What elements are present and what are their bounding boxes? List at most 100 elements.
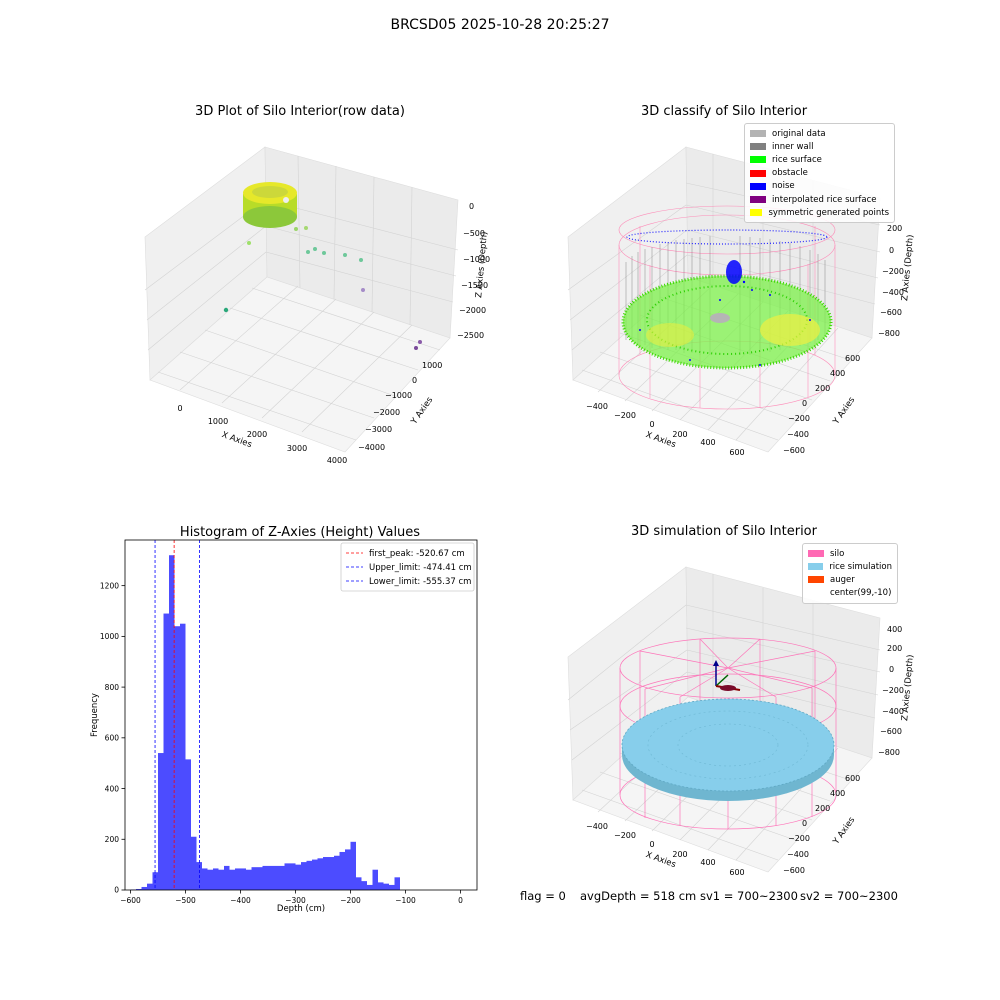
simulation-z-tick: −200	[882, 686, 904, 695]
histogram-x-tick-label: −100	[395, 896, 416, 905]
classify-legend: original data inner wall rice surface ob…	[744, 123, 895, 224]
legend-label: interpolated rice surface	[772, 194, 877, 205]
classify-z-tick: −600	[880, 308, 902, 317]
raw-z-tick: 0	[469, 202, 474, 211]
raw-y-tick: −4000	[358, 443, 385, 452]
raw-y-axis-label: Y Axies	[409, 395, 436, 427]
histogram-bar	[317, 858, 323, 890]
legend-item-rice-surface: rice surface	[750, 153, 889, 166]
legend-label: rice surface	[772, 154, 822, 165]
simulation-x-tick: −200	[614, 831, 636, 840]
histogram-legend: first_peak: -520.67 cm Upper_limit: -474.…	[340, 542, 475, 592]
raw-axes-panes	[144, 146, 459, 453]
histogram-legend-label: Upper_limit: -474.41 cm	[369, 563, 472, 573]
classify-z-axis-label: Z Axies (Depth)	[900, 234, 916, 301]
classify-z-tick: −400	[882, 288, 904, 297]
histogram-bar	[147, 883, 153, 890]
raw-x-tick: 1000	[208, 417, 228, 426]
raw-gridlines	[144, 155, 459, 441]
histogram-bar	[262, 865, 268, 890]
histogram-bar	[350, 841, 356, 890]
classify-y-axis-label: Y Axies	[831, 395, 858, 427]
simulation-z-tick: −400	[882, 707, 904, 716]
histogram-bar	[323, 857, 329, 890]
histogram-bar	[312, 859, 318, 890]
figure-suptitle: BRCSD05 2025-10-28 20:25:27	[390, 17, 610, 33]
footer-flag: flag = 0	[520, 889, 566, 903]
classify-z-tick: −200	[882, 267, 904, 276]
simulation-3d-plot: −400 −200 0 200 400 600 600 400 200 0 −2…	[567, 566, 916, 877]
legend-item-silo: silo	[808, 547, 892, 560]
footer-sv2: sv2 = 700~2300	[800, 889, 898, 903]
legend-swatch	[750, 196, 766, 204]
histogram-bar	[345, 849, 351, 890]
histogram-bars	[130, 555, 400, 890]
footer-avg-depth: avgDepth = 518 cm	[580, 889, 697, 903]
simulation-x-tick: 600	[729, 868, 744, 877]
histogram-frame	[124, 539, 478, 891]
simulation-rice-surface	[621, 698, 835, 801]
classify-x-tick: 400	[700, 438, 715, 447]
histogram-chart: Histogram of Z-Axies (Height) Values −60…	[90, 525, 478, 914]
histogram-bar	[367, 884, 373, 890]
simulation-auger	[713, 660, 741, 691]
legend-label: original data	[772, 128, 826, 139]
simulation-z-tick: −600	[880, 727, 902, 736]
legend-item-obstacle: obstacle	[750, 167, 889, 180]
simulation-x-tick: 200	[672, 850, 687, 859]
classify-x-tick: 0	[649, 420, 654, 429]
histogram-bar	[257, 867, 263, 890]
raw-x-tick: 0	[177, 404, 182, 413]
classify-x-tick: −200	[614, 411, 636, 420]
histogram-bar	[251, 867, 257, 890]
simulation-z-tick: 400	[887, 625, 902, 634]
legend-label: center(99,-10)	[830, 588, 892, 599]
histogram-bar	[202, 868, 208, 890]
histogram-bar	[383, 883, 389, 890]
simulation-panel-title: 3D simulation of Silo Interior	[631, 524, 817, 539]
legend-swatch	[750, 209, 763, 217]
raw-z-tick: −1500	[461, 281, 488, 290]
legend-swatch	[808, 563, 824, 571]
histogram-x-axis-label: Depth (cm)	[277, 904, 325, 914]
legend-item-interpolated: interpolated rice surface	[750, 193, 889, 206]
histogram-x-tick-label: −200	[340, 896, 361, 905]
histogram-bar	[378, 882, 384, 890]
raw-z-tick: −500	[463, 229, 485, 238]
simulation-y-tick: −600	[783, 866, 805, 875]
legend-label: noise	[772, 181, 795, 192]
raw-y-tick: −2000	[373, 408, 400, 417]
histogram-x-tick-label: −300	[285, 896, 306, 905]
raw-y-tick: −1000	[385, 391, 412, 400]
histogram-bar	[290, 863, 296, 890]
simulation-x-tick: 400	[700, 858, 715, 867]
simulation-y-tick: −200	[788, 834, 810, 843]
legend-label: silo	[830, 548, 845, 559]
classify-y-tick: −600	[783, 446, 805, 455]
classify-x-tick: 600	[729, 448, 744, 457]
histogram-bar	[191, 836, 197, 890]
legend-swatch	[750, 169, 766, 177]
histogram-bar	[240, 868, 246, 890]
histogram-bar	[394, 877, 400, 890]
raw-z-tick: −2500	[457, 331, 484, 340]
simulation-y-tick: 600	[845, 774, 860, 783]
histogram-bar	[372, 869, 378, 890]
classify-y-tick: 400	[830, 369, 845, 378]
simulation-y-tick: 400	[830, 789, 845, 798]
legend-swatch	[750, 182, 766, 190]
legend-swatch	[808, 550, 824, 558]
legend-item-symmetric: symmetric generated points	[750, 206, 889, 219]
simulation-y-tick: 0	[802, 819, 807, 828]
classify-y-tick: −400	[787, 430, 809, 439]
histogram-y-tick-label: 400	[105, 784, 120, 793]
histogram-bar	[207, 869, 213, 890]
histogram-bar	[229, 869, 235, 890]
histogram-y-ticks: 0 200 400 600 800 1000 1200	[100, 581, 125, 895]
raw-y-tick: 1000	[422, 361, 442, 370]
legend-label: rice simulation	[829, 561, 892, 572]
raw-3d-plot: 0 1000 2000 3000 4000 1000 0 −1000 −2000…	[144, 146, 490, 465]
classify-y-tick: 0	[802, 399, 807, 408]
raw-y-tick: 0	[412, 376, 417, 385]
histogram-x-ticks: −600 −500 −400 −300 −200 −100 0	[120, 890, 463, 905]
